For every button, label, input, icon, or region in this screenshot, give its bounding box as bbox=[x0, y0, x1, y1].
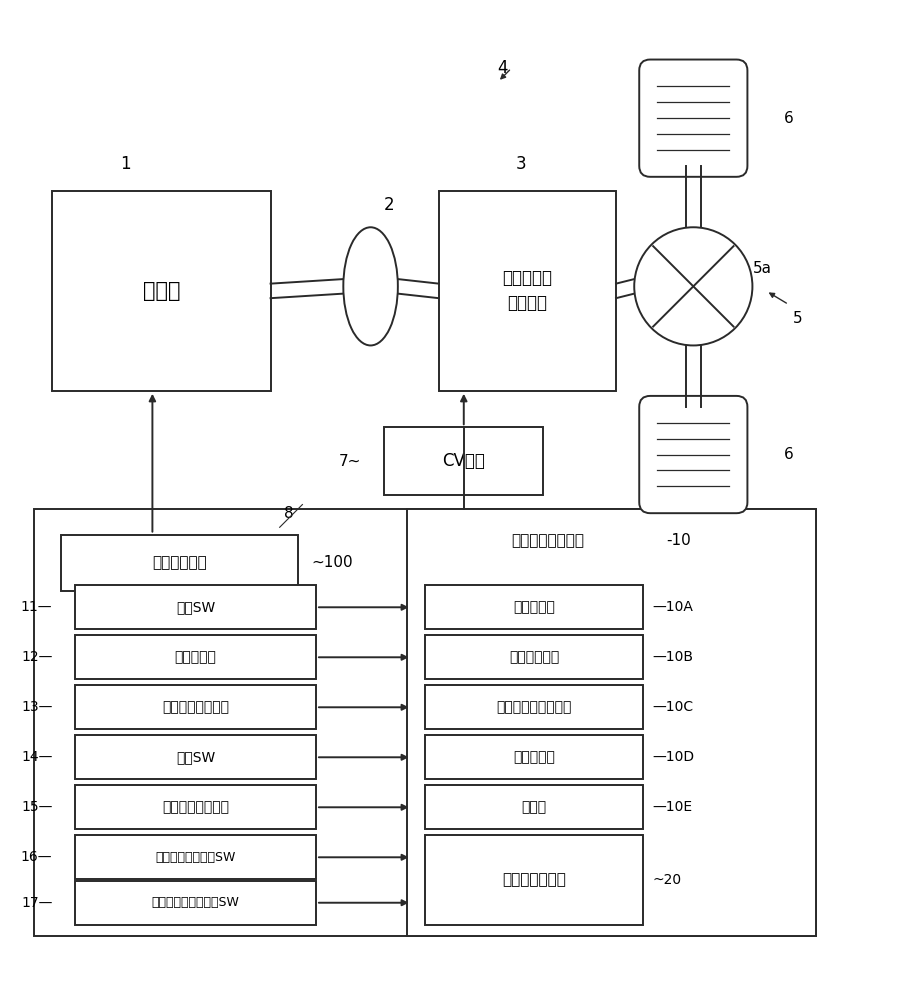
Text: 3: 3 bbox=[515, 155, 526, 173]
Text: 16—: 16— bbox=[21, 850, 53, 864]
Bar bbox=[426, 785, 643, 829]
Text: 设定部: 设定部 bbox=[521, 800, 546, 814]
Text: ~100: ~100 bbox=[311, 555, 354, 570]
Text: 5a: 5a bbox=[752, 261, 772, 276]
Bar bbox=[53, 191, 270, 391]
Text: —10D: —10D bbox=[653, 750, 694, 764]
Text: —10B: —10B bbox=[653, 650, 693, 664]
Text: 13—: 13— bbox=[21, 700, 53, 714]
Bar bbox=[426, 835, 643, 925]
Bar bbox=[426, 635, 643, 679]
Text: 断路SW: 断路SW bbox=[176, 600, 215, 614]
Text: —10E: —10E bbox=[653, 800, 692, 814]
Text: 定速行驶控制部: 定速行驶控制部 bbox=[502, 873, 566, 888]
Ellipse shape bbox=[343, 227, 398, 345]
Bar bbox=[75, 685, 316, 729]
Bar bbox=[75, 835, 316, 879]
Bar bbox=[384, 427, 544, 495]
Text: CV组件: CV组件 bbox=[442, 452, 485, 470]
Bar bbox=[34, 509, 816, 936]
Text: 6: 6 bbox=[785, 111, 794, 126]
Text: —10A: —10A bbox=[653, 600, 693, 614]
Text: 有级式自动
变速机构: 有级式自动 变速机构 bbox=[502, 269, 552, 312]
Text: 变速控制部: 变速控制部 bbox=[513, 600, 555, 614]
Bar bbox=[426, 735, 643, 779]
Text: 制动SW: 制动SW bbox=[176, 750, 215, 764]
Text: 倾斜状态对应控制部: 倾斜状态对应控制部 bbox=[497, 700, 572, 714]
Text: 11—: 11— bbox=[21, 600, 53, 614]
Text: 发动机: 发动机 bbox=[143, 281, 180, 301]
Text: 15—: 15— bbox=[21, 800, 53, 814]
Text: 加速器开度传感器: 加速器开度传感器 bbox=[162, 700, 229, 714]
Bar bbox=[438, 191, 616, 391]
Text: 14—: 14— bbox=[21, 750, 53, 764]
Text: 1: 1 bbox=[120, 155, 130, 173]
Circle shape bbox=[634, 227, 752, 345]
Bar bbox=[75, 635, 316, 679]
Text: 4: 4 bbox=[497, 59, 508, 77]
Text: 8: 8 bbox=[284, 506, 294, 521]
Bar bbox=[407, 509, 816, 936]
Text: ~20: ~20 bbox=[653, 873, 681, 887]
Bar bbox=[75, 785, 316, 829]
Text: -10: -10 bbox=[666, 533, 690, 548]
Bar bbox=[62, 535, 298, 591]
Text: 车速传感器: 车速传感器 bbox=[174, 650, 217, 664]
Text: 定速行驶模式选择SW: 定速行驶模式选择SW bbox=[155, 851, 235, 864]
Text: 6: 6 bbox=[785, 447, 794, 462]
FancyBboxPatch shape bbox=[640, 396, 748, 513]
Text: 倾斜路行驶模式选择SW: 倾斜路行驶模式选择SW bbox=[151, 896, 240, 909]
Bar bbox=[75, 585, 316, 629]
Text: 自动变速器控制器: 自动变速器控制器 bbox=[511, 533, 584, 548]
Text: 12—: 12— bbox=[21, 650, 53, 664]
Text: 5: 5 bbox=[794, 311, 803, 326]
Text: 发动机控制器: 发动机控制器 bbox=[152, 555, 207, 570]
Bar bbox=[426, 685, 643, 729]
Text: 倾斜路判定部: 倾斜路判定部 bbox=[509, 650, 559, 664]
Bar bbox=[75, 881, 316, 925]
Text: —10C: —10C bbox=[653, 700, 693, 714]
Bar bbox=[75, 735, 316, 779]
FancyBboxPatch shape bbox=[640, 60, 748, 177]
Bar bbox=[426, 585, 643, 629]
Text: 17—: 17— bbox=[21, 896, 53, 910]
Text: 2: 2 bbox=[383, 196, 394, 214]
Text: 延迟控制部: 延迟控制部 bbox=[513, 750, 555, 764]
Text: 发动机转速传感器: 发动机转速传感器 bbox=[162, 800, 229, 814]
Text: 7~: 7~ bbox=[339, 454, 362, 469]
